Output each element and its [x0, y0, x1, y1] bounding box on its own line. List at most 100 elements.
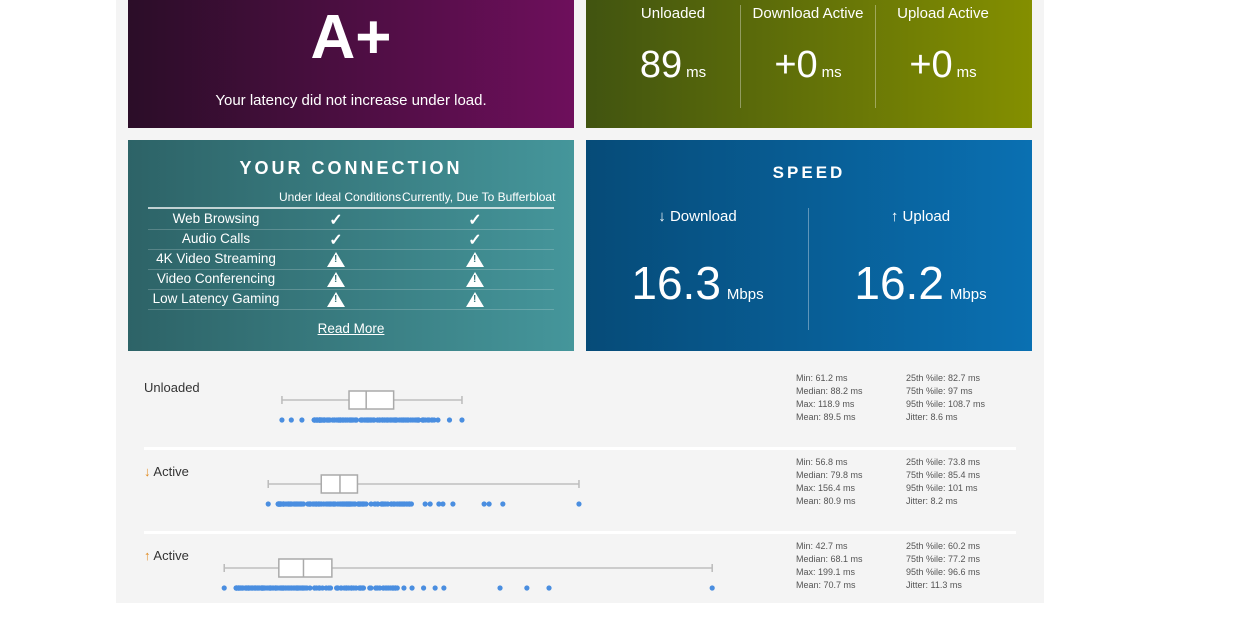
latency-upload-active: Upload Active +0 ms [876, 0, 1010, 128]
data-point [359, 585, 365, 591]
latency-label: Upload Active [897, 5, 989, 22]
data-point [440, 501, 446, 507]
data-point [375, 501, 381, 507]
connection-row: Video Conferencing [148, 270, 554, 290]
data-point [281, 585, 287, 591]
data-point [315, 501, 321, 507]
data-point [427, 501, 433, 507]
stat-value: Min: 42.7 ms [796, 541, 848, 551]
grade-letter: A+ [310, 3, 392, 72]
data-point [377, 585, 383, 591]
data-point [355, 501, 362, 507]
data-point [394, 585, 400, 591]
speed-panel: SPEED ↓ Download 16.3 Mbps ↑ Upload 16.2 M… [586, 140, 1032, 351]
data-point [307, 585, 313, 591]
warning-icon [327, 252, 345, 267]
data-point [286, 585, 292, 591]
download-value: 16.3 Mbps [631, 257, 764, 309]
connection-row: Web Browsing ✓ ✓ [148, 210, 554, 230]
connection-row: Low Latency Gaming [148, 290, 554, 310]
stats-right: 25th %ile: 60.2 ms 75th %ile: 77.2 ms 95th… [906, 540, 980, 592]
stat-value: 25th %ile: 60.2 ms [906, 541, 981, 551]
latency-value: +0 ms [774, 44, 842, 86]
warning-icon [466, 292, 484, 307]
data-point [244, 585, 250, 591]
stat-value: 75th %ile: 85.4 ms [906, 470, 981, 480]
data-point [352, 417, 358, 423]
data-point [367, 585, 373, 591]
boxplot-row: ↓ Active Min: 56.8 ms Median: 79.8 ms Max: … [144, 449, 1016, 533]
data-point [358, 417, 364, 423]
data-point [327, 501, 333, 507]
latency-panel: Unloaded 89 ms Download Active +0 ms Uploa… [586, 0, 1032, 128]
data-point [361, 501, 368, 507]
data-point [265, 501, 271, 507]
iqr-box [278, 558, 333, 578]
warning-icon [466, 252, 484, 267]
data-point [420, 585, 427, 591]
data-point [486, 501, 492, 507]
boxplot-label: Unloaded [144, 380, 200, 395]
data-point [368, 501, 374, 507]
data-point [346, 501, 352, 507]
boxplot-chart [265, 474, 582, 507]
stats-right: 25th %ile: 73.8 ms 75th %ile: 85.4 ms 95th… [906, 456, 980, 508]
data-point [331, 417, 337, 423]
data-point [387, 585, 394, 591]
latency-value: +0 ms [909, 44, 977, 86]
upload-speed: ↑ Upload 16.2 Mbps [809, 140, 1032, 351]
connection-row: 4K Video Streaming [148, 250, 554, 270]
stat-value: Max: 156.4 ms [796, 483, 856, 493]
data-point [709, 585, 715, 591]
stat-value: Median: 79.8 ms [796, 470, 863, 480]
iqr-box [348, 390, 395, 410]
stat-value: 75th %ile: 97 ms [906, 386, 973, 396]
stat-value: Max: 199.1 ms [796, 567, 856, 577]
latency-value: 89 ms [639, 44, 707, 86]
data-point [422, 501, 428, 507]
data-point [379, 501, 385, 507]
stat-value: Mean: 70.7 ms [796, 580, 856, 590]
data-point [280, 501, 286, 507]
row-divider [144, 447, 1016, 450]
row-divider [144, 531, 1016, 534]
data-point [399, 501, 405, 507]
direction-arrow-icon: ↑ [144, 548, 151, 563]
data-point [296, 501, 302, 507]
data-point [324, 417, 330, 423]
data-point [409, 585, 415, 591]
boxplot-label: ↓ Active [144, 464, 189, 479]
data-point [414, 417, 421, 423]
check-icon: ✓ [329, 232, 343, 249]
data-point [407, 501, 413, 507]
boxplot-chart [279, 390, 465, 423]
data-point [312, 585, 318, 591]
data-point [345, 417, 351, 423]
data-point [420, 417, 426, 423]
stats-right: 25th %ile: 82.7 ms 75th %ile: 97 ms 95th %… [906, 372, 985, 424]
column-header-current: Currently, Due To Bufferbloat [402, 190, 556, 204]
data-point [459, 417, 465, 423]
read-more-link[interactable]: Read More [317, 321, 385, 336]
activity-name: Video Conferencing [156, 271, 276, 286]
divider [740, 5, 741, 108]
stat-value: 75th %ile: 77.2 ms [906, 554, 981, 564]
connection-row: Audio Calls ✓ ✓ [148, 230, 554, 250]
data-point [334, 585, 340, 591]
stat-value: Max: 118.9 ms [796, 399, 855, 409]
stat-value: Mean: 80.9 ms [796, 496, 856, 506]
data-point [312, 417, 318, 423]
speed-title: SPEED [772, 163, 846, 182]
data-point [388, 417, 394, 423]
data-point [339, 417, 346, 423]
boxplot-label: ↑ Active [144, 548, 189, 563]
data-point [353, 585, 359, 591]
activity-name: Low Latency Gaming [152, 291, 280, 306]
data-point [398, 417, 404, 423]
data-point [254, 585, 260, 591]
warning-icon [466, 272, 484, 287]
boxplot-row: Unloaded Min: 61.2 ms Median: 88.2 ms Max: … [144, 365, 1016, 449]
download-speed: ↓ Download 16.3 Mbps [586, 140, 809, 351]
data-point [239, 585, 245, 591]
data-point [318, 417, 325, 423]
